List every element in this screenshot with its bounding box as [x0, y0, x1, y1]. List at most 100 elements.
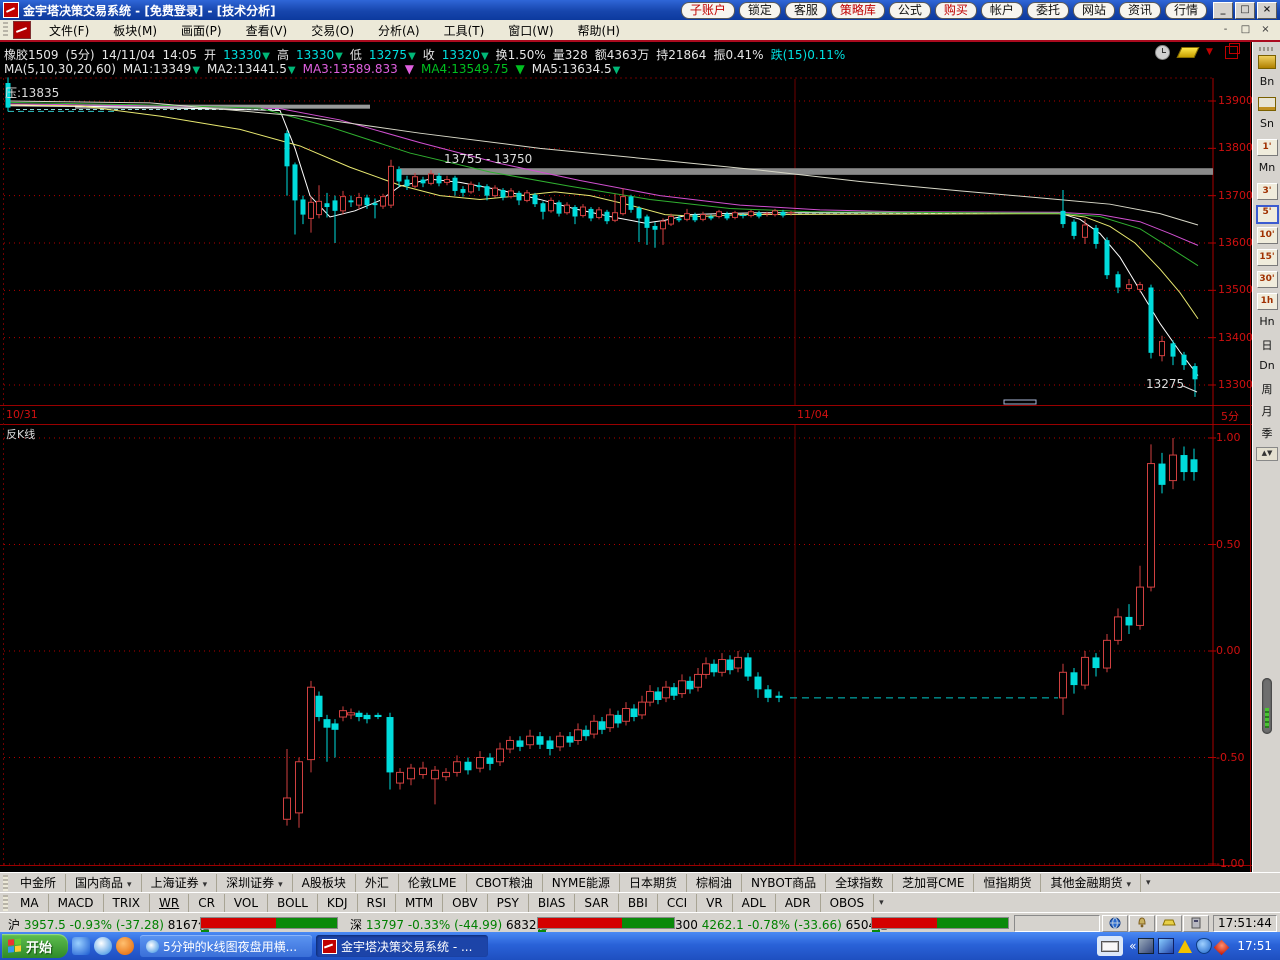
- menu-工具(T)[interactable]: 工具(T): [443, 23, 485, 38]
- bar-chart-icon[interactable]: [1253, 97, 1280, 111]
- antivirus-alert-icon[interactable]: [1214, 939, 1230, 955]
- alert-bell-icon[interactable]: [1129, 915, 1155, 932]
- dropdown-arrow-icon[interactable]: ▾: [1126, 879, 1131, 890]
- indicator-tab-PSY[interactable]: PSY: [488, 893, 529, 912]
- market-tab-国内商品[interactable]: 国内商品 ▾: [66, 873, 142, 892]
- market-tab-其他金融期货[interactable]: 其他金融期货 ▾: [1041, 873, 1141, 892]
- dropdown-arrow-icon[interactable]: ▾: [278, 879, 283, 890]
- start-button[interactable]: 开始: [2, 934, 69, 958]
- indicator-tabs-overflow-button[interactable]: ▾: [879, 897, 884, 908]
- menu-帮助(H)[interactable]: 帮助(H): [577, 23, 620, 38]
- market-tab-中金所[interactable]: 中金所: [11, 873, 67, 892]
- network-computers-icon[interactable]: [1138, 938, 1155, 954]
- period-3'[interactable]: 3': [1253, 183, 1280, 200]
- indicator-tab-ADR[interactable]: ADR: [776, 893, 821, 912]
- titlebar-button-锁定[interactable]: 锁定: [738, 1, 781, 19]
- minimize-button[interactable]: _: [1213, 1, 1233, 19]
- indicator-tab-BIAS[interactable]: BIAS: [529, 893, 576, 912]
- market-tab-全球指数[interactable]: 全球指数: [826, 873, 894, 892]
- indicator-tab-OBV[interactable]: OBV: [443, 893, 488, 912]
- quicklaunch-browser-icon[interactable]: [72, 937, 91, 955]
- menu-画面(P)[interactable]: 画面(P): [181, 23, 222, 38]
- indicator-tab-VOL[interactable]: VOL: [225, 893, 269, 912]
- dropdown-arrow-icon[interactable]: ▾: [202, 879, 208, 890]
- indicator-tab-ADL[interactable]: ADL: [733, 893, 776, 912]
- network-status-icon[interactable]: [1102, 915, 1128, 932]
- market-tab-深圳证券[interactable]: 深圳证券 ▾: [217, 873, 293, 892]
- period-季[interactable]: 季: [1261, 427, 1273, 440]
- indicator-tab-BBI[interactable]: BBI: [619, 893, 658, 912]
- period-日[interactable]: 日: [1261, 339, 1273, 352]
- market-tab-芝加哥CME[interactable]: 芝加哥CME: [893, 873, 975, 892]
- menu-查看(V)[interactable]: 查看(V): [245, 23, 288, 38]
- market-tab-NYME能源[interactable]: NYME能源: [543, 873, 620, 892]
- quicklaunch-uc-icon[interactable]: [116, 937, 135, 955]
- gold-coin-icon[interactable]: [1156, 915, 1182, 932]
- period-30'[interactable]: 30': [1253, 271, 1280, 288]
- terminal-icon[interactable]: [1183, 915, 1209, 932]
- market-tab-A股板块[interactable]: A股板块: [293, 873, 356, 892]
- market-tab-恒指期货[interactable]: 恒指期货: [974, 873, 1042, 892]
- market-tab-NYBOT商品[interactable]: NYBOT商品: [742, 873, 827, 892]
- security-shield-icon[interactable]: [1196, 938, 1213, 954]
- titlebar-button-子账户[interactable]: 子账户: [680, 1, 735, 19]
- document-icon[interactable]: [13, 21, 31, 39]
- menu-文件(F)[interactable]: 文件(F): [49, 23, 90, 38]
- period-Bn[interactable]: Bn: [1259, 75, 1275, 88]
- period-Hn[interactable]: Hn: [1259, 315, 1275, 328]
- indicator-tab-VR[interactable]: VR: [697, 893, 733, 912]
- input-method-panel[interactable]: [1097, 936, 1124, 956]
- market-tab-日本期货[interactable]: 日本期货: [620, 873, 687, 892]
- titlebar-button-帐户[interactable]: 帐户: [980, 1, 1023, 19]
- period-周[interactable]: 周: [1261, 383, 1273, 396]
- tray-collapse-chevron[interactable]: «: [1129, 939, 1137, 953]
- taskbar-task[interactable]: 金宇塔决策交易系统 - ...: [316, 935, 489, 957]
- lan-connection-icon[interactable]: [1158, 938, 1175, 954]
- market-tab-外汇[interactable]: 外汇: [356, 873, 399, 892]
- titlebar-button-公式[interactable]: 公式: [888, 1, 931, 19]
- indicator-tab-KDJ[interactable]: KDJ: [318, 893, 358, 912]
- period-1'[interactable]: 1': [1253, 139, 1280, 156]
- dropdown-arrow-icon[interactable]: ▾: [127, 879, 132, 890]
- warning-icon[interactable]: [1178, 939, 1193, 953]
- period-Mn[interactable]: Mn: [1258, 161, 1276, 174]
- toolbar-spin[interactable]: ▲▼: [1253, 447, 1280, 461]
- period-Sn[interactable]: Sn: [1260, 117, 1274, 130]
- period-月[interactable]: 月: [1261, 405, 1273, 418]
- period-15'[interactable]: 15': [1253, 249, 1280, 266]
- clock-icon[interactable]: [1155, 45, 1170, 60]
- period-Dn[interactable]: Dn: [1259, 359, 1275, 372]
- indicator-tab-MTM[interactable]: MTM: [396, 893, 444, 912]
- menu-板块(M)[interactable]: 板块(M): [113, 23, 157, 38]
- menu-分析(A)[interactable]: 分析(A): [378, 23, 420, 38]
- titlebar-button-购买[interactable]: 购买: [934, 1, 977, 19]
- menu-交易(O)[interactable]: 交易(O): [311, 23, 354, 38]
- titlebar-button-策略库[interactable]: 策略库: [830, 1, 885, 19]
- quicklaunch-cloud-icon[interactable]: [94, 937, 113, 955]
- indicator-tab-WR[interactable]: WR: [150, 893, 190, 912]
- indicator-tab-RSI[interactable]: RSI: [358, 893, 397, 912]
- close-button[interactable]: ×: [1257, 1, 1277, 19]
- restore-button[interactable]: □: [1235, 1, 1255, 19]
- indicator-tab-BOLL[interactable]: BOLL: [268, 893, 318, 912]
- market-tabs-overflow-button[interactable]: ▾: [1146, 877, 1151, 888]
- market-tab-伦敦LME[interactable]: 伦敦LME: [399, 873, 467, 892]
- indicator-tab-MACD[interactable]: MACD: [49, 893, 104, 912]
- indicator-tab-SAR[interactable]: SAR: [575, 893, 619, 912]
- titlebar-button-行情[interactable]: 行情: [1164, 1, 1207, 19]
- period-1h[interactable]: 1h: [1253, 293, 1280, 310]
- market-tab-CBOT粮油[interactable]: CBOT粮油: [467, 873, 543, 892]
- titlebar-button-资讯[interactable]: 资讯: [1118, 1, 1161, 19]
- indicator-tab-OBOS[interactable]: OBOS: [821, 893, 875, 912]
- mdi-close-button[interactable]: ×: [1257, 22, 1274, 38]
- mdi-restore-button[interactable]: □: [1237, 22, 1254, 38]
- indicator-tab-MA[interactable]: MA: [11, 893, 49, 912]
- titlebar-button-客服[interactable]: 客服: [784, 1, 827, 19]
- kline-chart-icon[interactable]: [1253, 55, 1280, 69]
- zoom-slider[interactable]: [1262, 678, 1272, 734]
- indicator-tab-CCI[interactable]: CCI: [658, 893, 698, 912]
- mdi-minimize-button[interactable]: -: [1217, 22, 1234, 38]
- period-5'[interactable]: 5': [1253, 205, 1280, 224]
- indicator-tab-TRIX[interactable]: TRIX: [104, 893, 150, 912]
- titlebar-button-网站[interactable]: 网站: [1072, 1, 1115, 19]
